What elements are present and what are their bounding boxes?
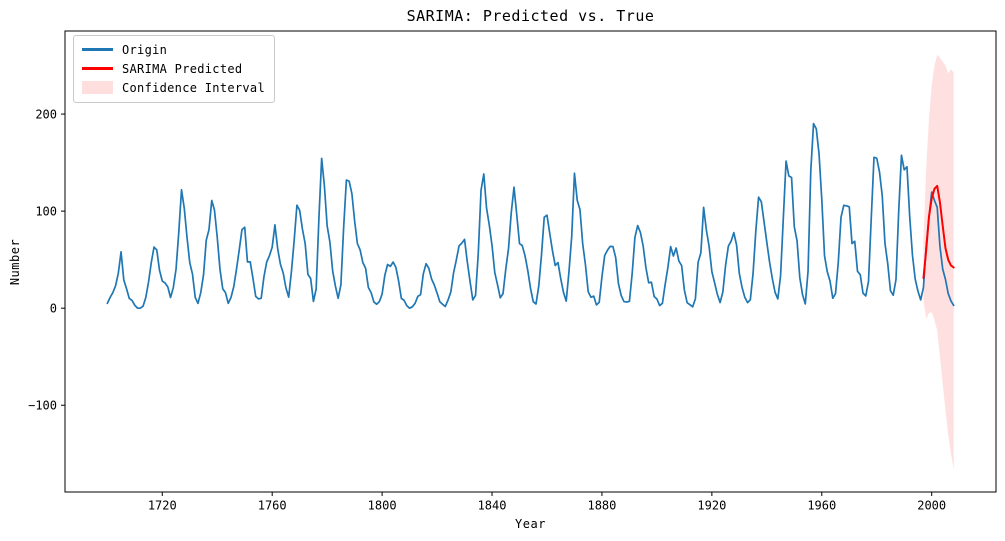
legend: Origin SARIMA Predicted Confidence Inter… [73,35,275,103]
legend-item-confidence-interval: Confidence Interval [82,79,265,96]
x-tick-label: 1800 [368,499,397,513]
y-tick-label: 200 [35,107,57,121]
y-tick-label: 0 [50,301,57,315]
legend-label-origin: Origin [122,42,168,57]
y-axis-label: Number [8,238,22,286]
y-tick-label: 100 [35,204,57,218]
axes-box [64,30,997,493]
y-tick-label: −100 [28,398,57,412]
legend-label-sarima-predicted: SARIMA Predicted [122,61,243,76]
x-tick-label: 1880 [587,499,616,513]
confidence-interval-swatch [82,81,113,94]
x-tick-label: 1840 [478,499,507,513]
chart-title: SARIMA: Predicted vs. True [406,7,655,25]
x-axis-label: Year [515,517,546,531]
origin-line-swatch [82,48,113,51]
origin-line [106,122,955,310]
x-tick-label: 1720 [148,499,177,513]
legend-label-confidence-interval: Confidence Interval [122,80,265,95]
confidence-interval-band [923,54,954,470]
x-tick-label: 1760 [258,499,287,513]
x-tick-label: 1960 [807,499,836,513]
predicted-line-swatch [82,67,113,70]
x-tick-label: 2000 [917,499,946,513]
legend-item-origin: Origin [82,41,265,58]
sarima-predicted-line [922,184,955,280]
legend-item-sarima-predicted: SARIMA Predicted [82,60,265,77]
x-tick-label: 1920 [697,499,726,513]
